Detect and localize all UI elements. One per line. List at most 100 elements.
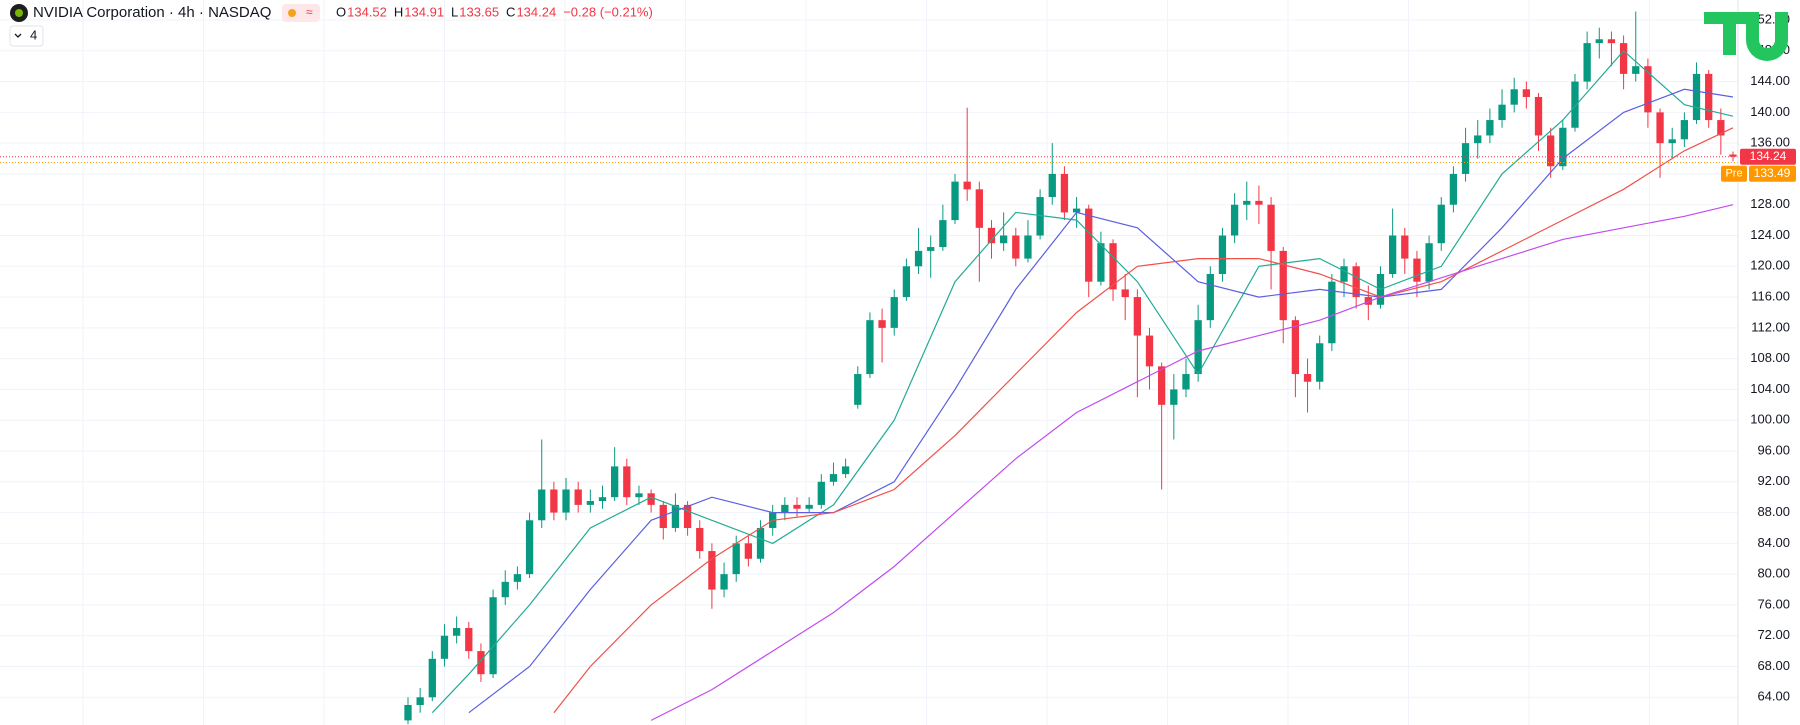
header: NVIDIA Corporation · 4h · NASDAQ ≈ O 134.… — [9, 4, 653, 47]
candle-body — [1425, 243, 1433, 282]
logo-part — [1746, 12, 1788, 61]
candle-body — [951, 181, 959, 221]
candle-body — [1072, 208, 1081, 213]
plot — [0, 11, 1738, 725]
candle-body — [1595, 39, 1603, 44]
candle-body — [562, 489, 570, 513]
y-tick-label: 144.00 — [1750, 73, 1790, 88]
candle-body — [1364, 297, 1372, 305]
candle-body — [1048, 173, 1056, 198]
chevron — [14, 33, 22, 38]
candle-body — [489, 597, 497, 675]
candle-body — [914, 250, 923, 267]
y-tick-label: 88.00 — [1757, 504, 1790, 519]
candle-body — [683, 504, 692, 528]
premarket-tag — [1721, 165, 1747, 182]
candle-body — [1510, 89, 1518, 105]
candle-body — [1486, 120, 1494, 136]
candle-body — [756, 527, 765, 559]
y-tick-label: 92.00 — [1757, 473, 1790, 488]
candle-body — [1449, 173, 1458, 205]
candle-body — [1170, 389, 1178, 405]
candle-body — [963, 181, 971, 190]
y-tick-label: 108.00 — [1750, 350, 1790, 365]
moving-average — [431, 49, 1734, 714]
candle-body — [1437, 204, 1445, 244]
candle-body — [999, 235, 1008, 244]
candle-body — [1729, 154, 1737, 157]
y-tick-label: 72.00 — [1757, 627, 1790, 642]
candle-body — [440, 635, 449, 659]
candle-body — [1705, 73, 1713, 121]
candle-body — [781, 504, 789, 513]
moving-average — [553, 127, 1734, 714]
candle-body — [635, 493, 643, 498]
candle-body — [1534, 96, 1543, 136]
y-tick-label: 120.00 — [1750, 258, 1790, 273]
candle-body — [1036, 197, 1044, 236]
symbol-logo-mark — [15, 9, 23, 17]
candle-body — [1328, 281, 1336, 344]
candle-body — [1644, 66, 1652, 113]
candle-body — [598, 497, 607, 502]
ohlc-change: −0.28 (−0.21%) — [563, 4, 653, 19]
ohlc-label: H — [394, 4, 403, 19]
candle-body — [1279, 250, 1287, 321]
moving-average — [650, 204, 1734, 721]
last-price-label: 134.24 — [1750, 149, 1787, 163]
candle-body — [1158, 366, 1166, 405]
candle-body — [452, 628, 461, 636]
grid — [0, 0, 1738, 725]
candle-body — [732, 543, 740, 575]
candle-body — [1012, 235, 1020, 259]
candle-body — [1474, 135, 1482, 144]
candle-body — [1206, 273, 1214, 321]
candle-body — [1607, 39, 1616, 44]
candle-body — [696, 527, 704, 552]
premarket-badge — [1749, 165, 1796, 182]
candle-body — [1498, 104, 1506, 121]
candle-body — [1097, 243, 1105, 282]
candle-body — [1024, 235, 1032, 259]
candle-body — [744, 543, 753, 559]
premarket-tag-label: Pre — [1725, 168, 1742, 180]
candle-body — [817, 481, 825, 505]
candle-body — [1461, 143, 1470, 174]
candle-body — [987, 227, 996, 244]
y-tick-label: 124.00 — [1750, 227, 1790, 242]
candle-body — [1413, 258, 1421, 282]
y-tick-label: 140.00 — [1750, 104, 1790, 119]
candle-body — [1303, 374, 1312, 382]
status-icons[interactable] — [282, 4, 320, 22]
y-tick-label: 116.00 — [1751, 289, 1790, 304]
y-tick-label: 112.00 — [1751, 319, 1790, 334]
candle-body — [1291, 320, 1300, 375]
candle-body — [611, 466, 619, 498]
candle-body — [671, 504, 680, 528]
candle-body — [525, 520, 534, 575]
candle-body — [1243, 200, 1251, 205]
symbol-title[interactable]: NVIDIA Corporation · 4h · NASDAQ — [33, 4, 271, 21]
candle-body — [1255, 200, 1263, 205]
candle-body — [1522, 89, 1530, 97]
candle-body — [708, 551, 716, 590]
candle-body — [623, 466, 631, 498]
candle-body — [1632, 66, 1640, 74]
candle-body — [1352, 266, 1360, 298]
y-tick-label: 76.00 — [1757, 596, 1790, 611]
ohlc-label: L — [451, 4, 458, 19]
candle-body — [513, 574, 522, 582]
candle-body — [939, 220, 947, 248]
candle-body — [1230, 204, 1239, 236]
candle-body — [1145, 335, 1154, 367]
candle-body — [647, 493, 655, 505]
market-icon — [288, 9, 296, 17]
candle-body — [841, 466, 850, 475]
candle-body — [574, 489, 582, 505]
candle-body — [404, 704, 412, 721]
candle-body — [902, 266, 911, 298]
indicators-toggle[interactable] — [9, 25, 44, 47]
ohlc-label: O — [336, 4, 346, 19]
